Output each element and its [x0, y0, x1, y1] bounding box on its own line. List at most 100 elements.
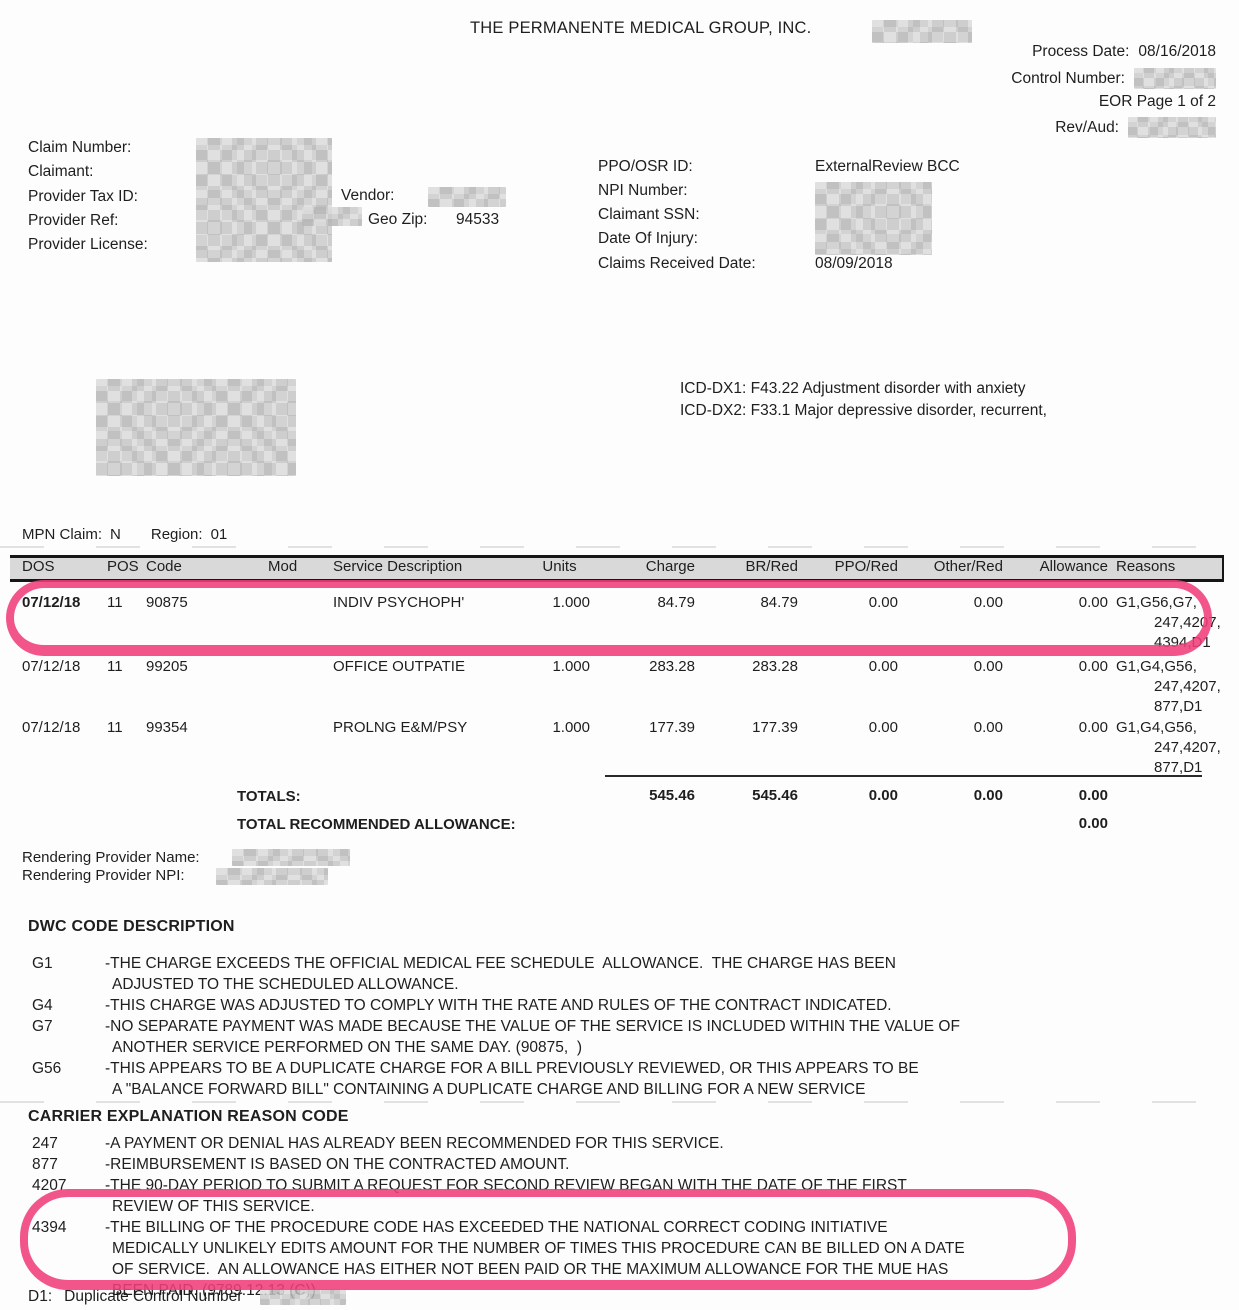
cell-pos: 11 [107, 594, 123, 611]
carrier-desc-line: -THE BILLING OF THE PROCEDURE CODE HAS E… [105, 1219, 888, 1236]
carrier-desc-line: OF SERVICE. AN ALLOWANCE HAS EITHER NOT … [112, 1261, 949, 1278]
total-recommended-allowance-row: 0.00 [10, 814, 1222, 834]
redacted-d1-value [260, 1289, 347, 1305]
claim-number-label: Claim Number: [28, 139, 132, 156]
npi-row: NPI Number: [598, 182, 815, 200]
table-row: 07/12/18 11 99354 PROLNG E&M/PSY 1.000 1… [10, 718, 1222, 778]
geo-zip-value: 94533 [456, 211, 500, 228]
cell-pos: 11 [107, 658, 123, 675]
date-of-injury-row: Date Of Injury: [598, 230, 815, 248]
d1-line: D1: Duplicate Control Number [28, 1288, 347, 1306]
rendering-provider-name-label: Rendering Provider Name: [22, 849, 200, 866]
ppo-osr-value: ExternalReview BCC [815, 158, 960, 175]
dwc-code-label: G7 [32, 1018, 53, 1035]
region-value: 01 [210, 526, 228, 543]
cell-pos: 11 [107, 719, 123, 736]
npi-number-label: NPI Number: [598, 182, 688, 199]
eor-page-label: EOR Page 1 of 2 [1098, 93, 1216, 110]
region-label: Region: [150, 526, 203, 543]
control-number-label: Control Number: [1011, 69, 1125, 87]
dwc-desc-line: -THE CHARGE EXCEEDS THE OFFICIAL MEDICAL… [105, 955, 896, 972]
col-header-units: Units [542, 558, 577, 575]
claims-received-row: Claims Received Date: 08/09/2018 [598, 255, 893, 273]
geo-zip-label: Geo Zip: [368, 211, 428, 228]
cell-mod [250, 593, 315, 653]
cell-charge: 84.79 [657, 594, 695, 611]
cell-units: 1.000 [552, 594, 590, 611]
cell-desc: OFFICE OUTPATIE [333, 658, 465, 675]
control-number-row: Control Number: [1011, 68, 1216, 89]
provider-tax-id-label: Provider Tax ID: [28, 187, 138, 205]
cell-allowance: 0.00 [1078, 719, 1108, 736]
table-row: 07/12/18 11 90875 INDIV PSYCHOPH' 1.000 … [10, 593, 1222, 653]
carrier-code-877: 877 -REIMBURSEMENT IS BASED ON THE CONTR… [32, 1154, 569, 1175]
redacted-claim-values [196, 138, 332, 262]
totals-label: TOTALS: [237, 788, 301, 805]
dwc-code-g4: G4 -THIS CHARGE WAS ADJUSTED TO COMPLY W… [32, 995, 892, 1016]
cell-ppo-red: 0.00 [868, 658, 898, 675]
mpn-claim-value: N [110, 526, 121, 543]
table-row: 07/12/18 11 99205 OFFICE OUTPATIE 1.000 … [10, 657, 1222, 717]
dwc-code-label: G4 [32, 997, 53, 1014]
reason-line: G1,G4,G56, [1116, 719, 1197, 736]
col-header-desc: Service Description [333, 558, 463, 575]
d1-label: D1: [28, 1288, 53, 1305]
col-header-allowance: Allowance [1039, 558, 1108, 575]
dwc-desc-line: -THIS CHARGE WAS ADJUSTED TO COMPLY WITH… [105, 997, 892, 1014]
carrier-desc-line: MEDICALLY UNLIKELY EDITS AMOUNT FOR THE … [112, 1240, 965, 1257]
vendor-label: Vendor: [341, 187, 395, 204]
claimant-ssn-label: Claimant SSN: [598, 206, 700, 223]
cell-desc: PROLNG E&M/PSY [333, 719, 468, 736]
reason-line: 4394,D1 [1154, 634, 1211, 651]
reason-line: 247,4207, [1154, 739, 1221, 756]
cell-other-red: 0.00 [973, 719, 1003, 736]
cell-reasons: G1,G4,G56, 247,4207, 877,D1 [1108, 718, 1222, 778]
rendering-provider-npi-label: Rendering Provider NPI: [22, 867, 185, 884]
icd-dx1-line: ICD-DX1: F43.22 Adjustment disorder with… [680, 380, 1026, 397]
dwc-code-label: G56 [32, 1060, 62, 1077]
totals-other-red: 0.00 [973, 787, 1003, 804]
dwc-section-heading: DWC CODE DESCRIPTION [28, 918, 235, 935]
totals-charge: 545.46 [649, 787, 695, 804]
cell-mod [250, 718, 315, 778]
cell-code: 99354 [146, 719, 188, 736]
carrier-desc-line: -THE 90-DAY PERIOD TO SUBMIT A REQUEST F… [105, 1177, 907, 1194]
mpn-region-line: MPN Claim: N Region: 01 [22, 526, 227, 543]
reason-line: 247,4207, [1154, 678, 1221, 695]
table-header-row: DOS POS Code Mod Service Description Uni… [10, 557, 1222, 577]
ppo-osr-row: PPO/OSR ID: ExternalReview BCC [598, 158, 960, 176]
carrier-desc-line: -REIMBURSEMENT IS BASED ON THE CONTRACTE… [105, 1156, 570, 1173]
process-date-label: Process Date: [1032, 43, 1130, 60]
cell-units: 1.000 [552, 719, 590, 736]
col-header-mod: Mod [268, 558, 298, 575]
dwc-code-g7: G7 -NO SEPARATE PAYMENT WAS MADE BECAUSE… [32, 1016, 960, 1058]
dwc-code-g56: G56 -THIS APPEARS TO BE A DUPLICATE CHAR… [32, 1058, 919, 1100]
cell-code: 99205 [146, 658, 188, 675]
total-recommended-allowance-label: TOTAL RECOMMENDED ALLOWANCE: [237, 816, 516, 833]
carrier-desc-line: REVIEW OF THIS SERVICE. [112, 1198, 315, 1215]
col-header-br-red: BR/Red [745, 558, 798, 575]
claimant-label: Claimant: [28, 163, 94, 181]
cell-charge: 283.28 [649, 658, 695, 675]
carrier-code-label: 4207 [32, 1177, 67, 1194]
carrier-code-247: 247 -A PAYMENT OR DENIAL HAS ALREADY BEE… [32, 1133, 724, 1154]
rev-aud-row: Rev/Aud: [1055, 117, 1216, 138]
col-header-charge: Charge [645, 558, 695, 575]
icd-dx2-line: ICD-DX2: F33.1 Major depressive disorder… [680, 402, 1047, 419]
redacted-title-suffix [872, 20, 972, 43]
cell-allowance: 0.00 [1078, 658, 1108, 675]
scan-artifact-line [0, 546, 1239, 548]
ppo-osr-label: PPO/OSR ID: [598, 158, 693, 175]
cell-charge: 177.39 [649, 719, 695, 736]
mpn-claim-label: MPN Claim: [22, 526, 103, 543]
col-header-code: Code [146, 558, 182, 575]
reason-line: 877,D1 [1154, 698, 1203, 715]
cell-allowance: 0.00 [1078, 594, 1108, 611]
cell-other-red: 0.00 [973, 658, 1003, 675]
carrier-code-label: 247 [32, 1135, 58, 1152]
redacted-vendor [428, 187, 506, 207]
redacted-rev-aud [1128, 117, 1216, 138]
cell-dos: 07/12/18 [22, 719, 81, 736]
claims-received-label: Claims Received Date: [598, 255, 756, 272]
